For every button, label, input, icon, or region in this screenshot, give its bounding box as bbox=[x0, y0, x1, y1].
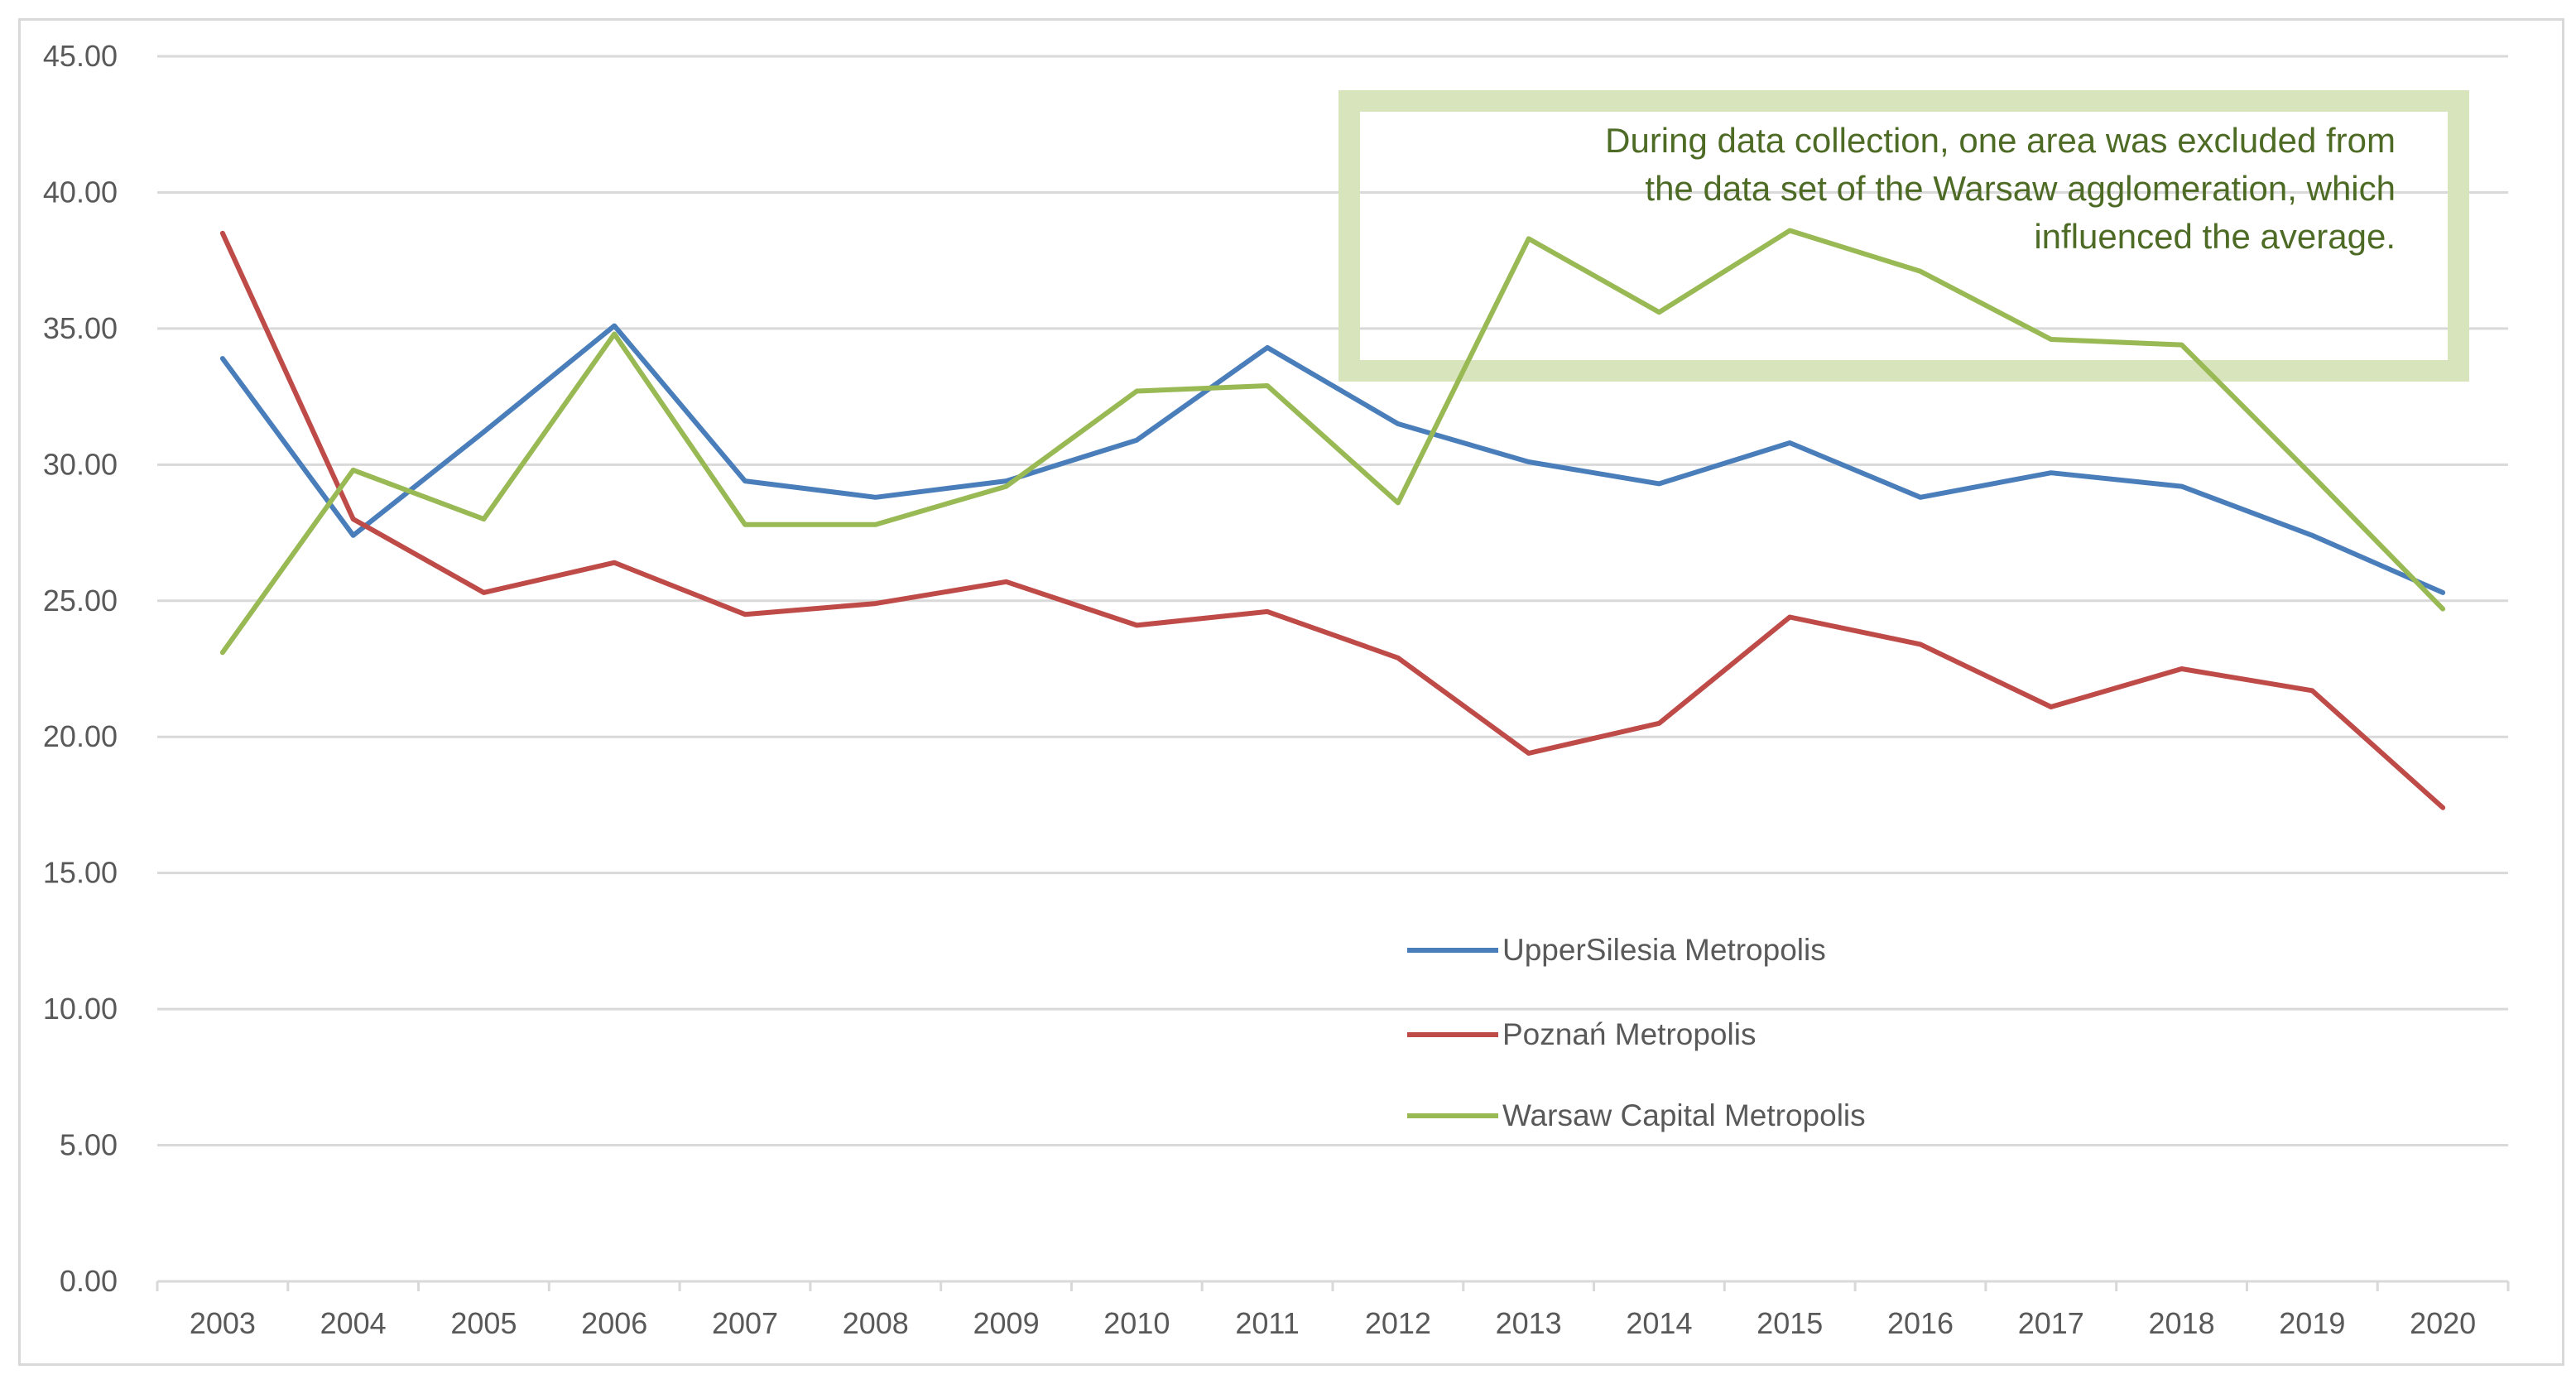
legend-item-warsaw[interactable]: Warsaw Capital Metropolis bbox=[1407, 1098, 1866, 1132]
x-tick-label: 2012 bbox=[1365, 1306, 1431, 1340]
x-tick-label: 2020 bbox=[2410, 1306, 2476, 1340]
legend-label-warsaw: Warsaw Capital Metropolis bbox=[1502, 1098, 1866, 1132]
x-tick-label: 2005 bbox=[450, 1306, 517, 1340]
x-tick-label: 2007 bbox=[712, 1306, 778, 1340]
annotation-line-1: During data collection, one area was exc… bbox=[1605, 121, 2396, 160]
x-tick-label: 2013 bbox=[1496, 1306, 1562, 1340]
x-tick-label: 2010 bbox=[1103, 1306, 1170, 1340]
y-tick-label: 25.00 bbox=[43, 584, 118, 618]
y-tick-label: 30.00 bbox=[43, 447, 118, 481]
y-tick-label: 40.00 bbox=[43, 175, 118, 209]
chart-frame bbox=[18, 18, 2564, 1366]
series-line-warsaw[interactable] bbox=[219, 228, 2446, 656]
series-line-poznan[interactable] bbox=[219, 230, 2446, 810]
x-tick-label: 2003 bbox=[190, 1306, 256, 1340]
y-tick-label: 35.00 bbox=[43, 311, 118, 345]
y-tick-label: 15.00 bbox=[43, 856, 118, 890]
y-axis: 0.00 5.00 10.00 15.00 20.00 25.00 30.00 35.00 40… bbox=[43, 39, 118, 1298]
x-tick-label: 2018 bbox=[2149, 1306, 2215, 1340]
x-tick-label: 2011 bbox=[1235, 1306, 1299, 1340]
x-tick-label: 2014 bbox=[1626, 1306, 1692, 1340]
y-tick-label: 20.00 bbox=[43, 719, 118, 753]
series-line-uppersilesia[interactable] bbox=[219, 323, 2446, 595]
x-tick-label: 2004 bbox=[320, 1306, 387, 1340]
legend-label-poznan: Poznań Metropolis bbox=[1502, 1017, 1756, 1051]
legend-item-uppersilesia[interactable]: UpperSilesia Metropolis bbox=[1407, 933, 1826, 967]
x-tick-label: 2009 bbox=[973, 1306, 1040, 1340]
y-tick-label: 0.00 bbox=[60, 1264, 118, 1298]
y-tick-label: 10.00 bbox=[43, 992, 118, 1026]
legend: UpperSilesia Metropolis Poznań Metropoli… bbox=[1407, 933, 1866, 1132]
series-lines bbox=[219, 228, 2446, 810]
y-tick-label: 45.00 bbox=[43, 39, 118, 73]
x-tick-label: 2016 bbox=[1887, 1306, 1954, 1340]
y-tick-label: 5.00 bbox=[60, 1128, 118, 1162]
annotation-box: During data collection, one area was exc… bbox=[1338, 90, 2469, 382]
x-tick-label: 2008 bbox=[843, 1306, 909, 1340]
annotation-line-3: influenced the average. bbox=[2034, 217, 2396, 256]
x-tick-label: 2017 bbox=[2018, 1306, 2084, 1340]
annotation-border bbox=[1338, 90, 2469, 382]
x-axis: 2003 2004 2005 2006 2007 2008 2009 2010 2011 2012… bbox=[156, 1280, 2510, 1340]
x-tick-label: 2015 bbox=[1757, 1306, 1823, 1340]
legend-label-uppersilesia: UpperSilesia Metropolis bbox=[1502, 933, 1826, 967]
x-tick-label: 2006 bbox=[581, 1306, 647, 1340]
annotation-line-2: the data set of the Warsaw agglomeration… bbox=[1645, 169, 2396, 208]
legend-item-poznan[interactable]: Poznań Metropolis bbox=[1407, 1017, 1756, 1051]
x-tick-label: 2019 bbox=[2279, 1306, 2345, 1340]
